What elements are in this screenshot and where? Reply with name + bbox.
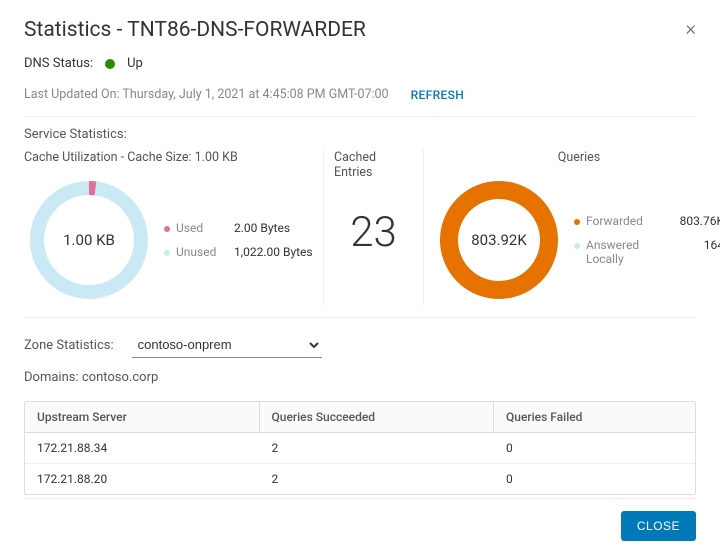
table-cell: 2 — [260, 464, 495, 494]
table-cell: 0 — [494, 464, 695, 494]
table-cell: 0 — [494, 433, 695, 463]
dns-status-row: DNS Status: Up — [24, 56, 696, 71]
legend-item: Answered Locally 164 — [574, 238, 720, 266]
cache-title: Cache Utilization - Cache Size: 1.00 KB — [24, 150, 313, 165]
zone-statistics-label: Zone Statistics: — [24, 338, 114, 353]
queries-panel: Queries 803.92K Forwarded 803.76K Answered… — [424, 150, 720, 305]
stats-panels: Cache Utilization - Cache Size: 1.00 KB … — [24, 150, 696, 318]
last-updated-row: Last Updated On: Thursday, July 1, 2021 … — [24, 87, 696, 102]
last-updated-text: Last Updated On: Thursday, July 1, 2021 … — [24, 87, 389, 102]
table-cell: 172.21.88.34 — [25, 433, 260, 463]
legend-label: Answered Locally — [586, 238, 664, 266]
domains-value: contoso.corp — [82, 370, 158, 385]
legend-value: 164 — [670, 238, 720, 252]
legend-label: Forwarded — [586, 214, 664, 228]
legend-dot-icon — [574, 243, 580, 249]
dialog-title: Statistics - TNT86-DNS-FORWARDER — [24, 18, 366, 42]
th-succeeded[interactable]: Queries Succeeded — [260, 402, 495, 432]
legend-value: 2.00 Bytes — [234, 221, 290, 235]
dialog-footer: CLOSE — [24, 498, 696, 541]
th-failed[interactable]: Queries Failed — [494, 402, 695, 432]
queries-center-value: 803.92K — [434, 175, 564, 305]
cache-donut-chart: 1.00 KB — [24, 175, 154, 305]
legend-dot-icon — [164, 250, 170, 256]
legend-item: Unused 1,022.00 Bytes — [164, 245, 313, 259]
legend-dot-icon — [164, 226, 170, 232]
queries-donut-chart: 803.92K — [434, 175, 564, 305]
table-row[interactable]: 172.21.88.2020 — [25, 464, 695, 494]
legend-item: Used 2.00 Bytes — [164, 221, 313, 235]
dns-status-label: DNS Status: — [24, 56, 93, 71]
status-dot-icon — [105, 59, 115, 69]
cache-center-value: 1.00 KB — [24, 175, 154, 305]
table-row[interactable]: 172.21.88.3420 — [25, 433, 695, 464]
dns-status-value: Up — [127, 56, 143, 71]
zone-select[interactable]: contoso-onprem — [132, 332, 322, 358]
upstream-table: Upstream Server Queries Succeeded Querie… — [24, 401, 696, 495]
domains-label: Domains: — [24, 370, 79, 385]
table-cell: 172.21.88.20 — [25, 464, 260, 494]
table-header: Upstream Server Queries Succeeded Querie… — [25, 402, 695, 433]
cache-legend: Used 2.00 Bytes Unused 1,022.00 Bytes — [164, 221, 313, 259]
refresh-link[interactable]: REFRESH — [411, 88, 465, 102]
cache-panel: Cache Utilization - Cache Size: 1.00 KB … — [24, 150, 324, 305]
legend-value: 803.76K — [670, 214, 720, 228]
divider — [24, 116, 696, 117]
queries-title: Queries — [434, 150, 720, 165]
zone-statistics-row: Zone Statistics: contoso-onprem — [24, 332, 696, 358]
close-button[interactable]: CLOSE — [621, 511, 696, 541]
cached-entries-panel: Cached Entries 23 — [324, 150, 424, 305]
th-upstream[interactable]: Upstream Server — [25, 402, 260, 432]
legend-label: Used — [176, 221, 228, 235]
cached-entries-title: Cached Entries — [334, 150, 413, 180]
domains-row: Domains: contoso.corp — [24, 370, 696, 385]
legend-item: Forwarded 803.76K — [574, 214, 720, 228]
legend-label: Unused — [176, 245, 228, 259]
queries-legend: Forwarded 803.76K Answered Locally 164 — [574, 214, 720, 266]
close-icon[interactable]: × — [686, 18, 696, 38]
cached-entries-value: 23 — [334, 208, 413, 257]
legend-dot-icon — [574, 219, 580, 225]
legend-value: 1,022.00 Bytes — [234, 245, 313, 259]
table-cell: 2 — [260, 433, 495, 463]
service-statistics-label: Service Statistics: — [24, 127, 696, 142]
